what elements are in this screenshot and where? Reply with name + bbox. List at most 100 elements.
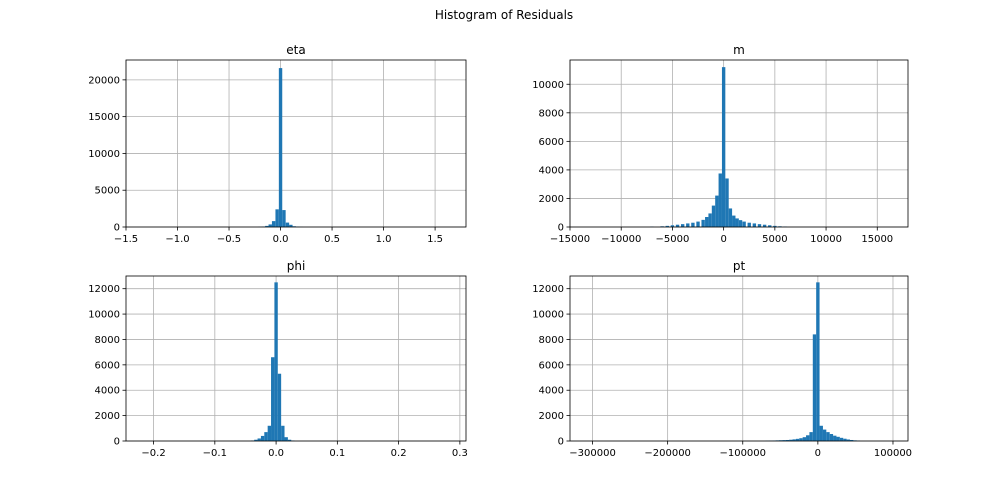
x-tick-label: 15000 [861, 234, 893, 245]
histogram-bar [680, 224, 685, 227]
y-tick-label: 5000 [95, 186, 120, 197]
histogram-bar [846, 439, 850, 441]
histogram-bar [275, 209, 279, 227]
figure-title: Histogram of Residuals [434, 8, 574, 22]
y-tick-label: 8000 [539, 108, 564, 119]
x-tick-label: −1.5 [114, 234, 138, 245]
histogram-bar [785, 439, 790, 441]
histogram-bar [826, 432, 830, 441]
y-tick-label: 4000 [539, 165, 564, 176]
histogram-bar [795, 438, 800, 441]
x-tick-label: 0.0 [268, 448, 284, 459]
axes-frame [125, 59, 467, 228]
histogram-bar [836, 436, 840, 441]
histogram-bar [843, 438, 847, 441]
x-tick-label: −300000 [569, 448, 616, 459]
histogram-bar [281, 425, 285, 441]
histogram-bar [267, 425, 272, 441]
x-tick-label: 0.1 [329, 448, 345, 459]
x-tick-label: −1.0 [165, 234, 189, 245]
histogram-bar [773, 225, 777, 227]
histogram-bar [282, 210, 286, 227]
histogram-bar [735, 218, 739, 227]
histogram-bar [271, 221, 276, 227]
histogram-bar [839, 437, 844, 441]
x-tick-label: 100000 [874, 448, 912, 459]
histogram-bar [725, 178, 729, 227]
histogram-bar [265, 225, 269, 227]
histogram-bar [701, 219, 705, 227]
y-tick-label: 10000 [532, 80, 564, 91]
y-tick-label: 2000 [95, 411, 120, 422]
x-tick-label: −0.1 [203, 448, 227, 459]
histogram-bar [257, 438, 261, 441]
histogram-bar [732, 215, 736, 227]
y-tick-label: 8000 [95, 335, 120, 346]
histogram-bar [260, 435, 265, 441]
histogram-bar [708, 213, 712, 227]
subplot-m: −15000 −10000 −5000 0 5000 10000 15000 0 2000 400… [532, 43, 909, 245]
histogram-bar [809, 432, 813, 441]
histogram-bar [721, 67, 726, 227]
x-tick-label: 5000 [762, 234, 787, 245]
subplot-title: phi [287, 259, 306, 273]
histogram-bar [799, 438, 803, 441]
x-tick-label: 10000 [810, 234, 842, 245]
y-tick-label: 0 [114, 437, 120, 448]
x-tick-label: −100000 [719, 448, 766, 459]
histogram-bar [789, 439, 793, 441]
histogram-bar [782, 440, 786, 441]
x-tick-label: −0.2 [141, 448, 165, 459]
histogram-bar [728, 208, 733, 227]
histogram-bar [752, 223, 757, 227]
axes-frame [569, 275, 909, 442]
histogram-bar [715, 195, 719, 227]
x-tick-label: 0 [815, 448, 821, 459]
y-tick-label: 20000 [88, 75, 120, 86]
histogram-bar [696, 221, 700, 227]
x-tick-label: 0.3 [452, 448, 468, 459]
histogram-bar [742, 221, 746, 227]
histogram-bar [819, 425, 823, 441]
x-tick-label: −200000 [644, 448, 691, 459]
y-tick-label: 8000 [539, 335, 564, 346]
histogram-bar [670, 225, 675, 227]
histogram-bar [284, 437, 288, 441]
histogram-bar [768, 225, 772, 227]
histogram-bar [264, 432, 268, 441]
histogram-bar [757, 224, 762, 227]
x-tick-label: −5000 [656, 234, 690, 245]
histogram-bar [271, 357, 275, 441]
x-tick-label: 0.0 [273, 234, 289, 245]
subplot-pt: −300000 −200000 −100000 0 100000 0 2000 4000 600… [532, 259, 912, 459]
histogram-bar [287, 439, 292, 441]
x-tick-label: −0.5 [217, 234, 241, 245]
subplot-title: eta [286, 43, 305, 57]
x-tick-label: −15000 [550, 234, 590, 245]
x-tick-label: 0.5 [324, 234, 340, 245]
histogram-bar [747, 222, 751, 227]
subplot-phi: −0.2 −0.1 0.0 0.1 0.2 0.3 0 2000 4000 6000 8000 100… [88, 259, 468, 459]
histogram-bar [686, 223, 690, 227]
y-tick-label: 0 [558, 223, 564, 234]
histogram-bar [718, 173, 722, 227]
x-tick-label: 0 [720, 234, 726, 245]
histogram-bar [822, 429, 827, 441]
y-tick-label: 0 [114, 223, 120, 234]
y-tick-label: 2000 [539, 194, 564, 205]
histogram-bar [849, 439, 854, 441]
histogram-bar [812, 334, 817, 441]
histogram-bar [802, 437, 807, 441]
histogram-bar [806, 435, 810, 441]
histogram-bar [816, 282, 820, 441]
histogram-bar [285, 222, 290, 227]
y-tick-label: 10000 [532, 310, 564, 321]
y-tick-label: 4000 [95, 386, 120, 397]
subplot-title: m [733, 43, 745, 57]
y-tick-label: 15000 [88, 112, 120, 123]
histogram-bar [705, 217, 709, 227]
histogram-bar [792, 439, 796, 441]
x-tick-label: 0.2 [391, 448, 407, 459]
